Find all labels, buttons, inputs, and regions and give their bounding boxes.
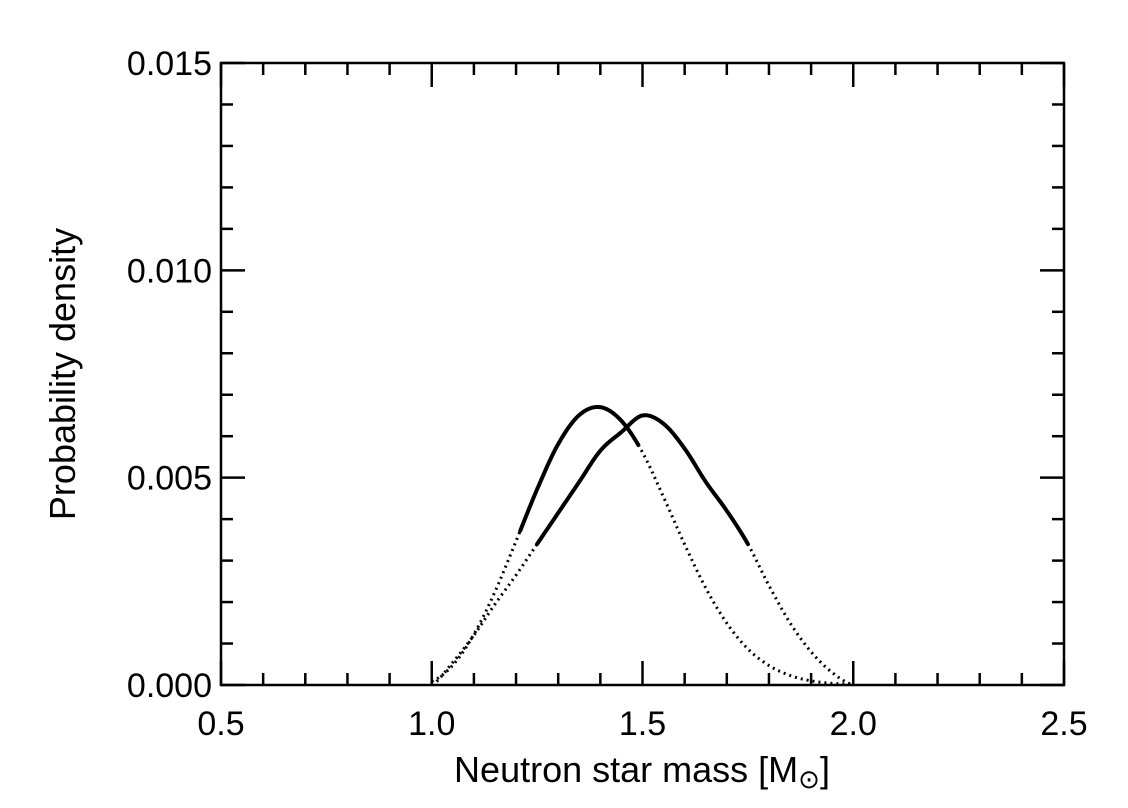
series-2-left-tail [430,543,539,687]
curves [430,404,854,687]
tick-marks [219,61,1066,687]
y-tick-label: 0.015 [127,45,212,83]
x-tick-label: 1.0 [408,705,455,743]
series-1-right-tail [636,444,854,686]
x-tick-label: 0.5 [197,705,244,743]
y-tick-label: 0.000 [127,667,212,705]
x-axis-title-text: Neutron star mass [M [454,749,798,790]
y-tick-label: 0.005 [127,460,212,498]
plot-frame [219,61,1066,687]
series-1-line [518,404,641,533]
x-tick-label: 2.5 [1040,705,1087,743]
tick-labels: 0.5 1.0 1.5 2.0 2.5 0.000 0.005 0.010 0.015 [127,45,1088,743]
x-tick-label: 1.5 [619,705,666,743]
x-tick-label: 2.0 [830,705,877,743]
y-axis-title: Probability density [42,228,83,520]
series-1-left-tail [431,530,522,683]
x-axis-title: Neutron star mass [M⊙] [454,749,830,794]
series-2-line [535,413,750,547]
solar-symbol: ⊙ [798,764,820,794]
y-tick-label: 0.010 [127,252,212,290]
x-axis-title-close: ] [820,749,830,790]
series-2-right-tail [746,543,854,687]
